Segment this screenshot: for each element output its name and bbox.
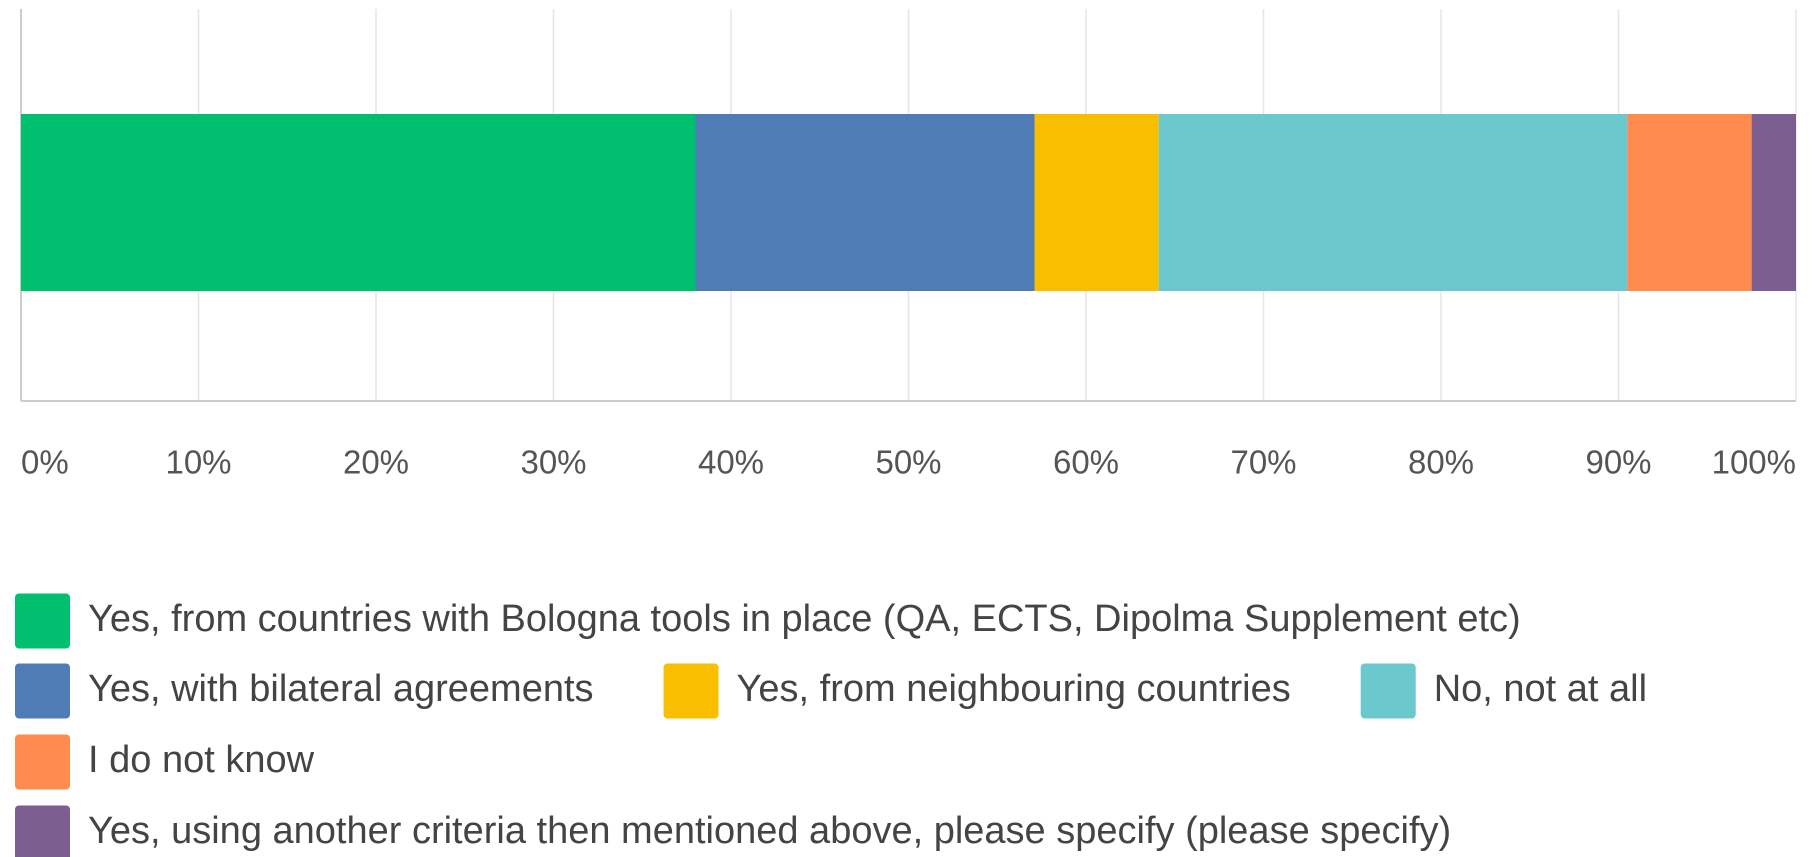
x-tick-label: 50% <box>875 444 941 481</box>
legend-label: Yes, from countries with Bologna tools i… <box>88 598 1521 640</box>
bar-segment <box>1034 114 1159 291</box>
legend-swatch <box>15 734 70 790</box>
legend-label: Yes, from neighbouring countries <box>737 668 1291 710</box>
x-tick-label: 90% <box>1585 444 1651 481</box>
bar-segment <box>1751 114 1796 291</box>
x-tick-label: 0% <box>21 444 69 481</box>
x-tick-label: 70% <box>1230 444 1296 481</box>
x-tick-label: 100% <box>1712 444 1796 481</box>
legend-label: I do not know <box>88 739 315 781</box>
bar-segment <box>1627 114 1752 291</box>
bar-segment <box>21 114 696 291</box>
x-tick-label: 80% <box>1408 444 1474 481</box>
legend-swatch <box>15 805 70 857</box>
legend-swatch <box>15 593 70 649</box>
x-tick-label: 30% <box>520 444 586 481</box>
bar-segment <box>695 114 1035 291</box>
legend-label: No, not at all <box>1434 668 1647 710</box>
bar-segment <box>1158 114 1628 291</box>
legend-swatch <box>1360 663 1416 719</box>
x-tick-label: 40% <box>698 444 764 481</box>
legend-swatch <box>15 663 70 719</box>
legend-label: Yes, with bilateral agreements <box>88 668 594 710</box>
x-tick-label: 10% <box>165 444 231 481</box>
legend-label: Yes, using another criteria then mention… <box>88 810 1451 852</box>
x-tick-label: 60% <box>1053 444 1119 481</box>
x-tick-label: 20% <box>343 444 409 481</box>
legend-swatch <box>663 663 719 719</box>
